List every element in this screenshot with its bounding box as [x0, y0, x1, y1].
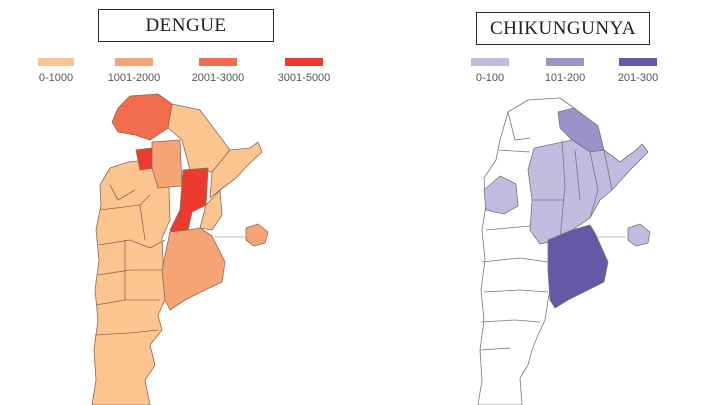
dengue-region-santiago — [151, 139, 183, 189]
chikungunya-title: CHIKUNGUNYA — [476, 12, 650, 45]
dengue-region-buenosaires — [161, 227, 226, 311]
dengue-legend-swatch-2 — [115, 58, 153, 66]
dengue-region-patagonia — [91, 157, 171, 405]
chik-legend-label-3: 201-300 — [617, 72, 659, 84]
dengue-legend-swatch-1 — [38, 58, 74, 66]
dengue-legend-item-2: 1001-2000 — [102, 58, 166, 84]
chik-center-lines — [532, 139, 613, 241]
chik-legend-item-3: 201-300 — [610, 58, 666, 84]
chik-legend-label-1: 0-100 — [475, 72, 505, 84]
dengue-legend-item-3: 2001-3000 — [185, 58, 251, 84]
chik-legend-item-1: 0-100 — [469, 58, 511, 84]
chik-legend-label-2: 101-200 — [544, 72, 586, 84]
dengue-region-salta — [111, 93, 173, 141]
chik-region-islands — [627, 223, 651, 247]
chik-region-mendoza — [483, 175, 519, 215]
chik-legend-swatch-2 — [546, 58, 584, 66]
dengue-legend-item-1: 0-1000 — [36, 58, 76, 84]
dengue-region-entrerios — [199, 189, 223, 231]
dengue-legend-swatch-3 — [199, 58, 237, 66]
chik-region-buenosaires — [547, 224, 609, 309]
dengue-region-corrientes — [209, 141, 263, 199]
chik-legend-swatch-1 — [471, 58, 509, 66]
dengue-title: DENGUE — [98, 9, 274, 42]
dengue-legend-item-4: 3001-5000 — [269, 58, 339, 84]
dengue-region-islands — [245, 223, 269, 247]
dengue-legend-label-2: 1001-2000 — [107, 72, 161, 84]
chik-legend-swatch-3 — [619, 58, 657, 66]
dengue-legend-label-3: 2001-3000 — [191, 72, 245, 84]
dengue-legend-label-1: 0-1000 — [38, 72, 74, 84]
dengue-legend-swatch-4 — [285, 58, 323, 66]
chik-legend-item-2: 101-200 — [539, 58, 591, 84]
dengue-legend-label-4: 3001-5000 — [277, 72, 331, 84]
dengue-province-lines — [94, 184, 166, 336]
